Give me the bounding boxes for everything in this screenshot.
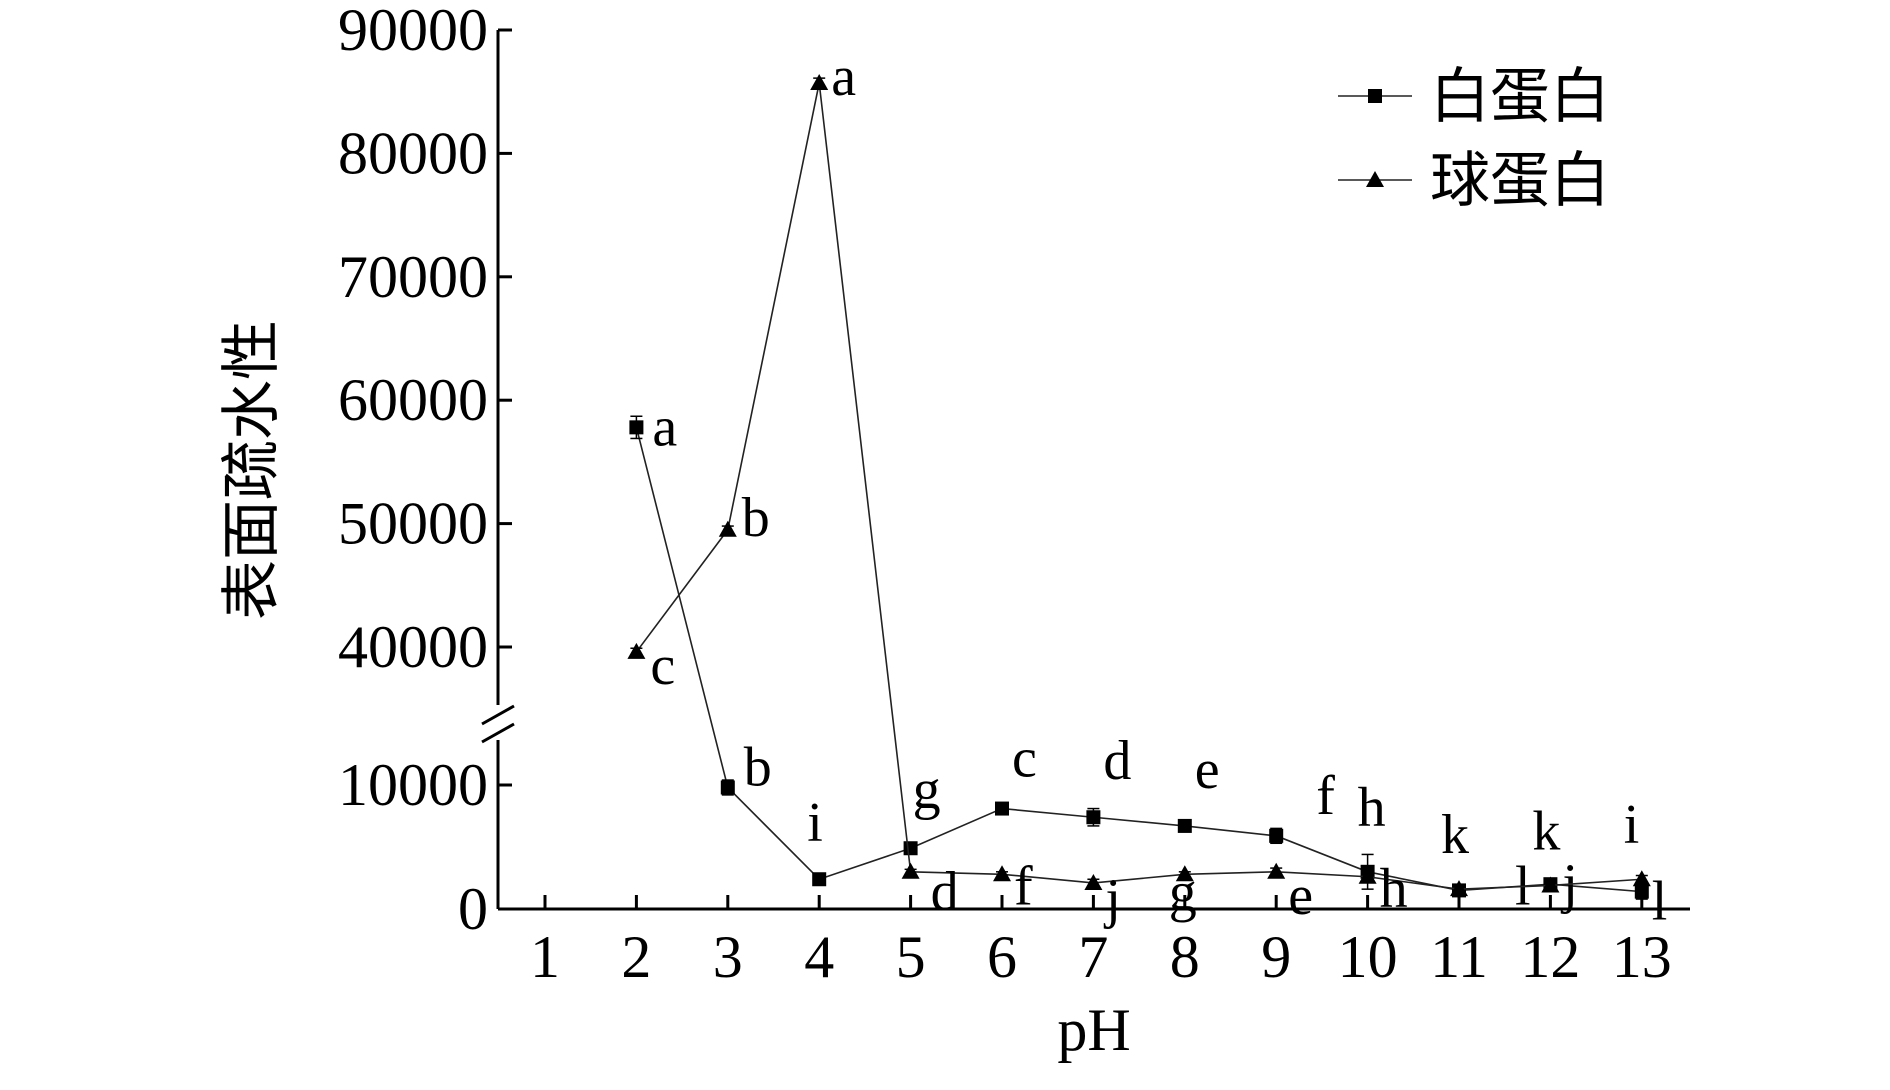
series-line: [635, 82, 1642, 890]
point-label: b: [742, 487, 770, 549]
x-tick-label: 2: [621, 924, 651, 990]
x-tick-label: 8: [1170, 924, 1200, 990]
point-label: k: [1532, 800, 1560, 862]
x-tick-label: 5: [896, 924, 926, 990]
point-label: a: [652, 396, 677, 458]
x-tick-label: 9: [1261, 924, 1291, 990]
point-label: f: [1014, 855, 1033, 917]
data-point-square: [1177, 818, 1192, 833]
x-tick-label: 3: [713, 924, 743, 990]
y-tick-label: 80000: [338, 120, 488, 186]
data-point-triangle: [718, 520, 737, 537]
y-tick-label: 0: [458, 876, 488, 942]
y-tick-label: 90000: [338, 0, 488, 63]
y-axis-title: 表面疏水性: [219, 320, 285, 620]
data-point-triangle: [993, 865, 1011, 882]
point-label: g: [1169, 861, 1197, 923]
data-point-square: [995, 801, 1009, 816]
x-tick-label: 4: [804, 924, 834, 990]
x-tick-label: 10: [1338, 924, 1398, 990]
data-point-square: [629, 420, 644, 435]
point-label: d: [1103, 730, 1131, 792]
y-tick-label: 60000: [338, 367, 488, 433]
series-line: [635, 427, 1642, 893]
point-label: a: [831, 46, 856, 108]
x-tick-label: 6: [987, 924, 1017, 990]
point-label: g: [913, 759, 941, 821]
data-point-triangle: [1175, 865, 1194, 882]
y-tick-label: 10000: [338, 752, 488, 818]
legend-item-2: 球蛋白: [1338, 148, 1610, 214]
data-point-triangle: [1358, 867, 1377, 884]
point-label: d: [931, 861, 959, 923]
point-label: i: [1624, 794, 1640, 856]
x-tick-label: 12: [1520, 924, 1580, 990]
y-tick-label: 50000: [338, 491, 488, 557]
x-tick-label: 13: [1612, 924, 1672, 990]
axis-break-mark: [481, 704, 515, 726]
point-label: l: [1652, 871, 1668, 933]
legend-label: 球蛋白: [1430, 148, 1610, 214]
x-tick-label: 1: [530, 924, 560, 990]
data-point-triangle: [901, 862, 920, 879]
point-label: j: [1103, 868, 1121, 930]
x-axis-title: pH: [1057, 997, 1130, 1063]
point-label: c: [650, 635, 675, 697]
legend-label: 白蛋白: [1430, 64, 1610, 130]
y-tick-label: 70000: [338, 244, 488, 310]
data-point-square: [720, 780, 735, 795]
axis-break-mark: [481, 722, 515, 744]
data-point-square: [1634, 884, 1649, 899]
data-point-triangle: [1267, 862, 1286, 879]
point-label: b: [744, 736, 772, 798]
point-label: h: [1358, 777, 1386, 839]
data-point-square: [812, 872, 827, 887]
data-point-triangle: [1541, 876, 1560, 893]
y-tick-label: 40000: [338, 614, 488, 680]
data-point-triangle: [1366, 171, 1384, 187]
data-point-triangle: [627, 642, 646, 659]
data-point-triangle: [1084, 873, 1103, 890]
x-tick-label: 7: [1078, 924, 1108, 990]
data-point-triangle: [810, 74, 829, 91]
legend-item-1: 白蛋白: [1338, 64, 1610, 130]
data-point-square: [1368, 89, 1382, 103]
x-tick-label: 11: [1430, 924, 1488, 990]
data-point-square: [1269, 828, 1284, 843]
data-point-square: [1086, 810, 1101, 825]
point-label: c: [1012, 728, 1037, 790]
point-label: k: [1441, 804, 1469, 866]
data-point-triangle: [1632, 870, 1651, 887]
point-label: h: [1380, 858, 1408, 920]
data-point-square: [903, 841, 918, 856]
point-label: e: [1195, 739, 1220, 801]
point-label: i: [807, 792, 823, 854]
point-label: e: [1288, 865, 1313, 927]
point-label: f: [1316, 765, 1335, 827]
data-point-triangle: [1450, 880, 1468, 897]
